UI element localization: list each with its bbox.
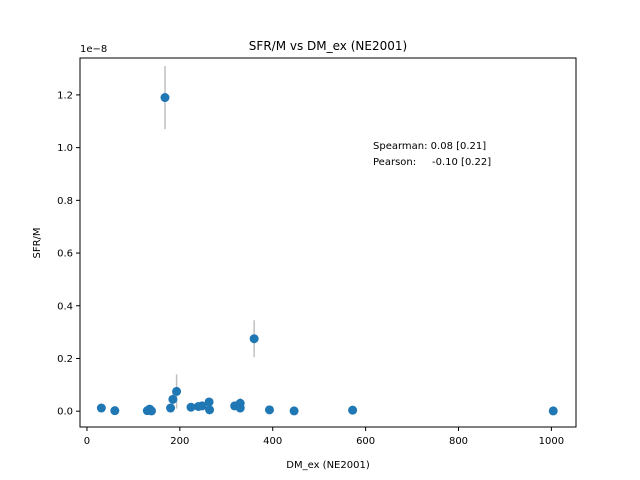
data-point bbox=[264, 405, 274, 415]
x-axis-label: DM_ex (NE2001) bbox=[286, 460, 370, 471]
data-point bbox=[147, 406, 157, 416]
y-tick-label: 0.8 bbox=[57, 196, 73, 207]
data-point bbox=[193, 401, 203, 411]
data-point bbox=[348, 405, 358, 415]
x-axis: 0 200 400 600 800 1000 bbox=[84, 427, 564, 447]
x-tick-label: 400 bbox=[263, 436, 282, 447]
chart-title: SFR/M vs DM_ex (NE2001) bbox=[249, 39, 407, 53]
axes-frame bbox=[79, 57, 577, 428]
spearman-annotation: Spearman: 0.08 [0.21] bbox=[373, 141, 486, 152]
data-point bbox=[249, 334, 259, 344]
data-point bbox=[172, 386, 182, 396]
y-tick-label: 1.2 bbox=[57, 90, 73, 101]
data-points bbox=[96, 93, 558, 416]
data-point bbox=[160, 93, 170, 103]
plot-area bbox=[96, 65, 558, 416]
y-tick-label: 0.4 bbox=[57, 301, 73, 312]
data-point bbox=[235, 403, 245, 413]
y-tick-label: 0.6 bbox=[57, 249, 73, 260]
y-scale-label: 1e−8 bbox=[80, 44, 107, 55]
pearson-annotation: Pearson: -0.10 [0.22] bbox=[373, 157, 491, 168]
data-point bbox=[205, 405, 215, 415]
data-point bbox=[110, 406, 120, 416]
data-point bbox=[168, 394, 178, 404]
data-point bbox=[289, 406, 299, 416]
x-tick-label: 600 bbox=[356, 436, 375, 447]
x-tick-label: 1000 bbox=[539, 436, 564, 447]
y-axis-label: SFR/M bbox=[32, 227, 43, 258]
y-tick-label: 0.2 bbox=[57, 354, 73, 365]
data-point bbox=[166, 403, 176, 413]
y-tick-label: 0.0 bbox=[57, 407, 73, 418]
y-tick-label: 1.0 bbox=[57, 143, 73, 154]
x-tick-label: 200 bbox=[170, 436, 189, 447]
data-point bbox=[186, 402, 196, 412]
x-tick-label: 0 bbox=[84, 436, 90, 447]
x-tick-label: 800 bbox=[449, 436, 468, 447]
data-point bbox=[548, 406, 558, 416]
data-point bbox=[204, 397, 214, 407]
y-axis: 0.0 0.2 0.4 0.6 0.8 1.0 1.2 bbox=[57, 90, 80, 418]
data-point bbox=[96, 403, 106, 413]
